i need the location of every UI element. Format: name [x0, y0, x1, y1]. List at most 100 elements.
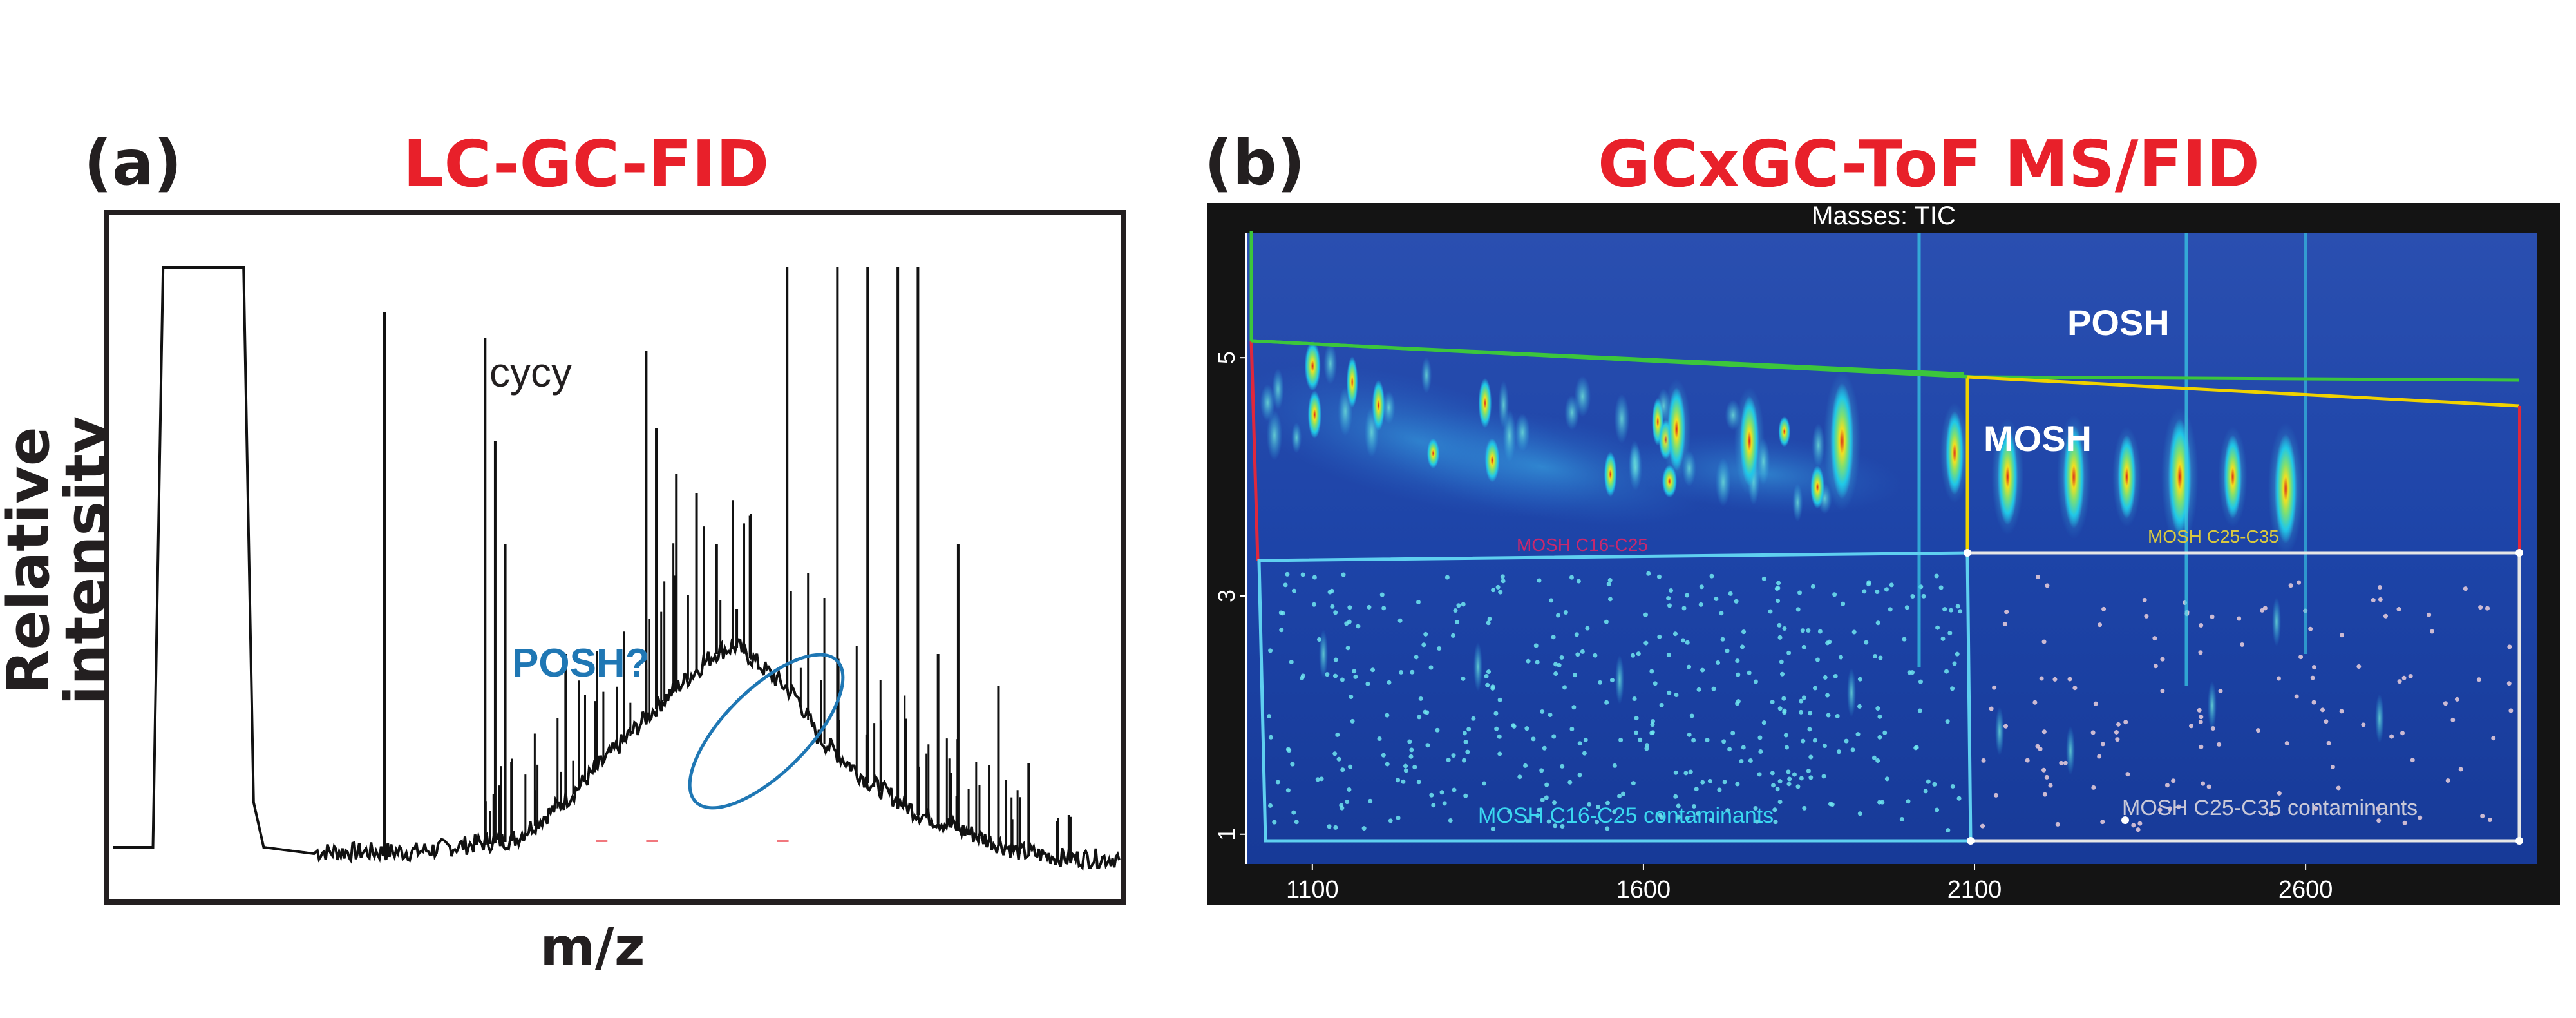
contaminant-dot: [1462, 731, 1467, 736]
contaminant-dot: [1291, 810, 1296, 815]
contaminant-dot: [1942, 607, 1947, 612]
contaminant-dot: [2035, 574, 2040, 579]
contaminant-dot: [1544, 795, 1549, 800]
contaminant-dot: [1797, 590, 1803, 595]
contaminant-dot: [1425, 743, 1430, 748]
contaminant-dot: [2450, 717, 2456, 722]
contaminant-dot: [1857, 811, 1862, 816]
posh-ellipse: [688, 653, 845, 810]
contaminant-dot: [1548, 712, 1553, 717]
contaminant-dot: [2377, 585, 2382, 590]
contaminant-dot: [1907, 670, 1912, 675]
contaminant-dot: [1700, 780, 1705, 785]
contaminant-dot: [1735, 701, 1740, 706]
contaminant-dot: [1776, 599, 1781, 604]
contaminant-dot: [2298, 655, 2304, 660]
contaminant-dot: [1332, 673, 1338, 678]
contaminant-dot: [2371, 598, 2376, 603]
contaminant-dot: [1621, 791, 1626, 796]
contaminant-dot: [1673, 770, 1678, 775]
band-spot: [1810, 465, 1825, 509]
contaminant-dot: [1537, 807, 1542, 812]
contaminant-dot: [1871, 755, 1877, 760]
contaminant-dot: [2339, 633, 2344, 638]
contaminant-dot: [1539, 768, 1544, 773]
contaminant-dot: [2284, 741, 2289, 746]
contaminant-dot: [1272, 820, 1277, 825]
contaminant-dot: [1285, 788, 1291, 793]
contaminant-dot: [1349, 695, 1354, 700]
contaminant-dot: [1498, 590, 1503, 595]
panel-a-ylabel: Relative intensity: [0, 416, 120, 706]
contaminant-dot: [1551, 734, 1557, 739]
band-spot: [1515, 413, 1530, 452]
contaminant-dot: [1782, 708, 1787, 713]
contaminant-dot: [1560, 823, 1565, 829]
contaminant-dot: [2255, 728, 2260, 733]
contaminant-dot: [1666, 596, 1671, 601]
contaminant-dot: [1822, 743, 1827, 748]
contaminant-dot: [1722, 780, 1727, 785]
contaminant-dot: [2476, 677, 2481, 682]
contaminant-dot: [1612, 763, 1617, 768]
contaminant-dot: [1587, 802, 1592, 807]
contaminant-dot: [1517, 774, 1522, 780]
contaminant-dot: [1638, 737, 1643, 742]
contaminant-dot: [2206, 784, 2211, 789]
contaminant-dot: [1709, 818, 1714, 823]
contaminant-dot: [2041, 767, 2047, 773]
band-spot: [1323, 343, 1338, 385]
band-spot: [1502, 409, 1517, 462]
mosh-c16-c25-label: MOSH C16-C25: [1517, 535, 1648, 555]
masses-label: Masses: TIC: [1812, 203, 1956, 230]
contaminant-dot: [1707, 778, 1712, 783]
contaminant-dot: [1335, 732, 1340, 737]
contaminant-dot: [2491, 736, 2496, 741]
contaminant-dot: [1410, 669, 1415, 675]
contaminant-dot: [1906, 799, 1911, 804]
contaminant-dot: [2294, 694, 2299, 699]
heatmap-background: [1246, 233, 2537, 864]
contaminant-dot: [2277, 791, 2282, 796]
streak-spot: [1615, 655, 1624, 704]
heatmap-spot: [2224, 435, 2242, 519]
contaminant-dot: [1836, 749, 1841, 754]
contaminant-dot: [1841, 601, 1846, 606]
contaminant-dot: [1826, 713, 1831, 718]
contaminant-dot: [1981, 758, 1986, 763]
contaminant-dot: [2035, 744, 2040, 749]
contaminant-dot: [1952, 661, 1957, 666]
contaminant-dot: [2429, 629, 2434, 634]
contaminant-dot: [1776, 586, 1781, 591]
contaminant-dot: [2397, 679, 2402, 684]
contaminant-dot: [1685, 816, 1690, 821]
contaminant-dot: [1950, 783, 1955, 789]
contaminant-dot: [2157, 807, 2163, 812]
contaminant-dot: [2324, 719, 2329, 724]
contaminant-dot: [1801, 738, 1806, 744]
contaminant-dot: [1542, 745, 1547, 751]
contaminant-dot: [1356, 624, 1361, 629]
contaminant-dot: [2153, 664, 2158, 669]
streak-spot: [2272, 597, 2281, 646]
contaminant-dot: [1524, 726, 1530, 731]
contaminant-dot: [1878, 655, 1883, 660]
contaminant-dot: [1921, 593, 1926, 599]
contaminant-dot: [2100, 742, 2105, 747]
band-spot: [1478, 378, 1492, 428]
contaminant-dot: [1361, 826, 1367, 831]
contaminant-dot: [1656, 574, 1662, 579]
contaminant-dot: [1882, 730, 1888, 735]
contaminant-dot: [2041, 639, 2047, 644]
contaminant-dot: [2400, 731, 2405, 736]
contaminant-dot: [1341, 572, 1346, 577]
panel-a-chart: cycy POSH?: [104, 210, 1126, 905]
band-spot: [1260, 384, 1275, 421]
contaminant-dot: [1875, 758, 1880, 764]
contaminant-dot: [1899, 816, 1904, 821]
contaminant-dot: [1734, 599, 1739, 604]
contaminant-dot: [1573, 673, 1578, 678]
contaminant-dot: [2101, 606, 2107, 611]
contaminant-dot: [1485, 682, 1490, 687]
contaminant-dot: [1617, 794, 1622, 799]
